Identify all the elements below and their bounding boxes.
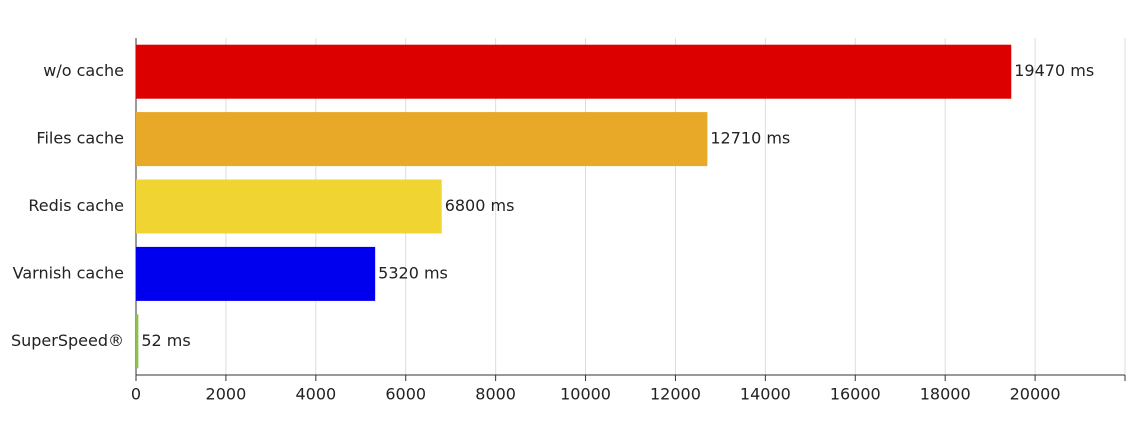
y-tick-label: Redis cache xyxy=(28,196,124,215)
bar xyxy=(136,179,442,234)
x-tick-label: 2000 xyxy=(206,385,247,404)
bar xyxy=(136,112,708,167)
x-tick-label: 12000 xyxy=(650,385,701,404)
value-label: 6800 ms xyxy=(445,196,515,215)
x-tick-label: 20000 xyxy=(1010,385,1061,404)
x-tick-label: 4000 xyxy=(295,385,336,404)
y-tick-label: SuperSpeed® xyxy=(11,331,124,350)
x-tick-label: 10000 xyxy=(560,385,611,404)
y-tick-label: Files cache xyxy=(36,129,124,148)
bar xyxy=(136,246,376,301)
bar xyxy=(136,314,139,369)
x-tick-label: 6000 xyxy=(385,385,426,404)
x-tick-label: 18000 xyxy=(920,385,971,404)
value-label: 19470 ms xyxy=(1014,61,1094,80)
value-label: 12710 ms xyxy=(710,129,790,148)
value-label: 5320 ms xyxy=(378,263,448,282)
y-tick-label: Varnish cache xyxy=(13,263,124,282)
bar xyxy=(136,44,1012,99)
x-tick-label: 8000 xyxy=(475,385,516,404)
x-tick-label: 16000 xyxy=(830,385,881,404)
value-label: 52 ms xyxy=(141,331,190,350)
x-tick-label: 14000 xyxy=(740,385,791,404)
x-tick-label: 0 xyxy=(131,385,141,404)
y-tick-label: w/o cache xyxy=(43,61,124,80)
